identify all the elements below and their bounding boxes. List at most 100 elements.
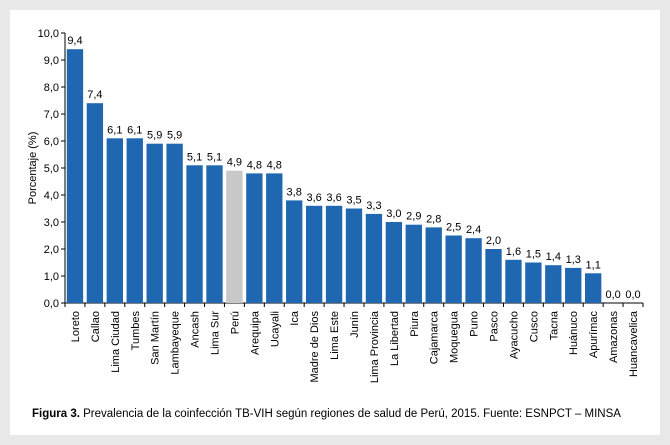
x-tick-label: Lima Ciudad bbox=[110, 311, 122, 373]
y-tick-label: 2,0 bbox=[44, 244, 59, 256]
bar bbox=[445, 235, 462, 303]
bar bbox=[565, 267, 582, 303]
y-tick-label: 6,0 bbox=[44, 136, 59, 148]
bar bbox=[585, 273, 602, 303]
x-tick-label: Arequipa bbox=[249, 310, 261, 355]
bar bbox=[286, 200, 303, 303]
x-tick-label: Ica bbox=[289, 310, 301, 326]
x-tick-label: Lima Este bbox=[329, 311, 341, 360]
y-tick-label: 3,0 bbox=[44, 217, 59, 229]
x-tick-label: Cajamarca bbox=[429, 310, 441, 364]
x-tick-label: Ayacucho bbox=[508, 311, 520, 359]
bar bbox=[106, 138, 123, 303]
data-label: 9,4 bbox=[67, 35, 82, 47]
x-tick-label: Piura bbox=[409, 310, 421, 337]
data-label: 1,6 bbox=[506, 246, 521, 258]
x-tick-label: Ucayali bbox=[269, 311, 281, 347]
x-tick-label: Huancavelica bbox=[628, 310, 640, 377]
x-tick-label: Cusco bbox=[528, 311, 540, 342]
x-tick-label: San Martín bbox=[150, 311, 162, 365]
data-label: 3,6 bbox=[306, 192, 321, 204]
x-tick-label: Junín bbox=[349, 311, 361, 338]
x-tick-label: Madre de Dios bbox=[309, 311, 321, 383]
data-label: 4,9 bbox=[227, 157, 242, 169]
x-tick-label: La Libertad bbox=[389, 311, 401, 366]
bar bbox=[66, 49, 84, 304]
bar bbox=[485, 249, 502, 303]
x-tick-label: Apurímac bbox=[588, 311, 600, 359]
bar bbox=[465, 238, 482, 303]
data-label: 5,1 bbox=[187, 151, 202, 163]
x-tick-label: Pasco bbox=[489, 311, 501, 342]
bar bbox=[166, 143, 183, 303]
bar bbox=[226, 170, 243, 303]
data-label: 5,1 bbox=[207, 151, 222, 163]
data-label: 2,9 bbox=[406, 211, 421, 223]
bar bbox=[325, 205, 343, 303]
y-tick-label: 1,0 bbox=[44, 271, 59, 283]
y-axis-title: Porcentaje (%) bbox=[27, 132, 39, 205]
x-tick-label: Huánuco bbox=[568, 311, 580, 355]
data-label: 3,5 bbox=[346, 195, 361, 207]
y-tick-label: 0,0 bbox=[44, 298, 59, 310]
caption-label: Figura 3. bbox=[32, 408, 80, 420]
data-label: 3,6 bbox=[326, 192, 341, 204]
bar bbox=[186, 165, 203, 303]
data-label: 5,9 bbox=[147, 130, 162, 142]
data-label: 3,3 bbox=[366, 200, 381, 212]
data-label: 1,1 bbox=[586, 259, 601, 271]
data-label: 5,9 bbox=[167, 130, 182, 142]
bar bbox=[126, 138, 143, 303]
figure-card: 0,0 1,0 2,0 3,0 4,0 5,0 6,0 7,0 8,0 9,0 10,0 Porcen… bbox=[10, 10, 660, 435]
y-tick-label: 9,0 bbox=[44, 55, 59, 67]
data-label: 7,4 bbox=[87, 89, 102, 101]
y-tick-label: 10,0 bbox=[38, 28, 59, 40]
data-label: 4,8 bbox=[267, 159, 282, 171]
bar bbox=[246, 173, 263, 303]
figure-caption: Figura 3. Prevalencia de la coinfección … bbox=[32, 408, 621, 420]
bar bbox=[505, 259, 522, 303]
data-label: 2,8 bbox=[426, 213, 441, 225]
x-tick-label: Puno bbox=[469, 311, 481, 337]
bar bbox=[525, 262, 542, 303]
data-label: 4,8 bbox=[247, 159, 262, 171]
x-tick-label: Callao bbox=[90, 311, 102, 342]
data-label: 1,5 bbox=[526, 249, 541, 261]
bar bbox=[545, 265, 562, 303]
data-label: 3,8 bbox=[287, 186, 302, 198]
caption-text: Prevalencia de la coinfección TB-VIH seg… bbox=[79, 408, 621, 420]
y-tick-label: 5,0 bbox=[44, 163, 59, 175]
data-label: 1,4 bbox=[546, 251, 561, 263]
x-tick-label: Tacna bbox=[548, 310, 560, 340]
y-tick-label: 4,0 bbox=[44, 190, 59, 202]
data-label: 2,4 bbox=[466, 224, 481, 236]
y-tick-label: 7,0 bbox=[44, 109, 59, 121]
x-tick-label: Loreto bbox=[70, 311, 82, 342]
y-tick-label: 8,0 bbox=[44, 82, 59, 94]
bar bbox=[146, 143, 163, 303]
data-label: 0,0 bbox=[625, 289, 640, 301]
bar bbox=[365, 213, 383, 303]
data-label: 6,1 bbox=[127, 124, 142, 136]
x-tick-label: Ancash bbox=[190, 311, 202, 348]
x-tick-label: Moquegua bbox=[449, 310, 461, 363]
x-tick-label: Tumbes bbox=[130, 311, 142, 351]
bar-chart: 0,0 1,0 2,0 3,0 4,0 5,0 6,0 7,0 8,0 9,0 10,0 Porcen… bbox=[27, 28, 644, 383]
data-label: 2,0 bbox=[486, 235, 501, 247]
bar bbox=[385, 222, 403, 303]
bar bbox=[86, 103, 104, 303]
bar bbox=[266, 173, 283, 303]
bar bbox=[305, 205, 323, 303]
data-label: 2,5 bbox=[446, 222, 461, 234]
bar bbox=[405, 224, 422, 303]
data-label: 0,0 bbox=[605, 289, 620, 301]
x-tick-label: Amazonas bbox=[608, 311, 620, 363]
x-tick-label: Lima Provincia bbox=[369, 310, 381, 383]
bar bbox=[345, 208, 363, 303]
data-label: 1,3 bbox=[566, 254, 581, 266]
x-tick-label: Lambayeque bbox=[170, 311, 182, 375]
x-tick-label: Perú bbox=[229, 311, 241, 334]
data-label: 3,0 bbox=[386, 208, 401, 220]
bar bbox=[425, 227, 442, 303]
x-tick-label: Lima Sur bbox=[209, 311, 221, 355]
